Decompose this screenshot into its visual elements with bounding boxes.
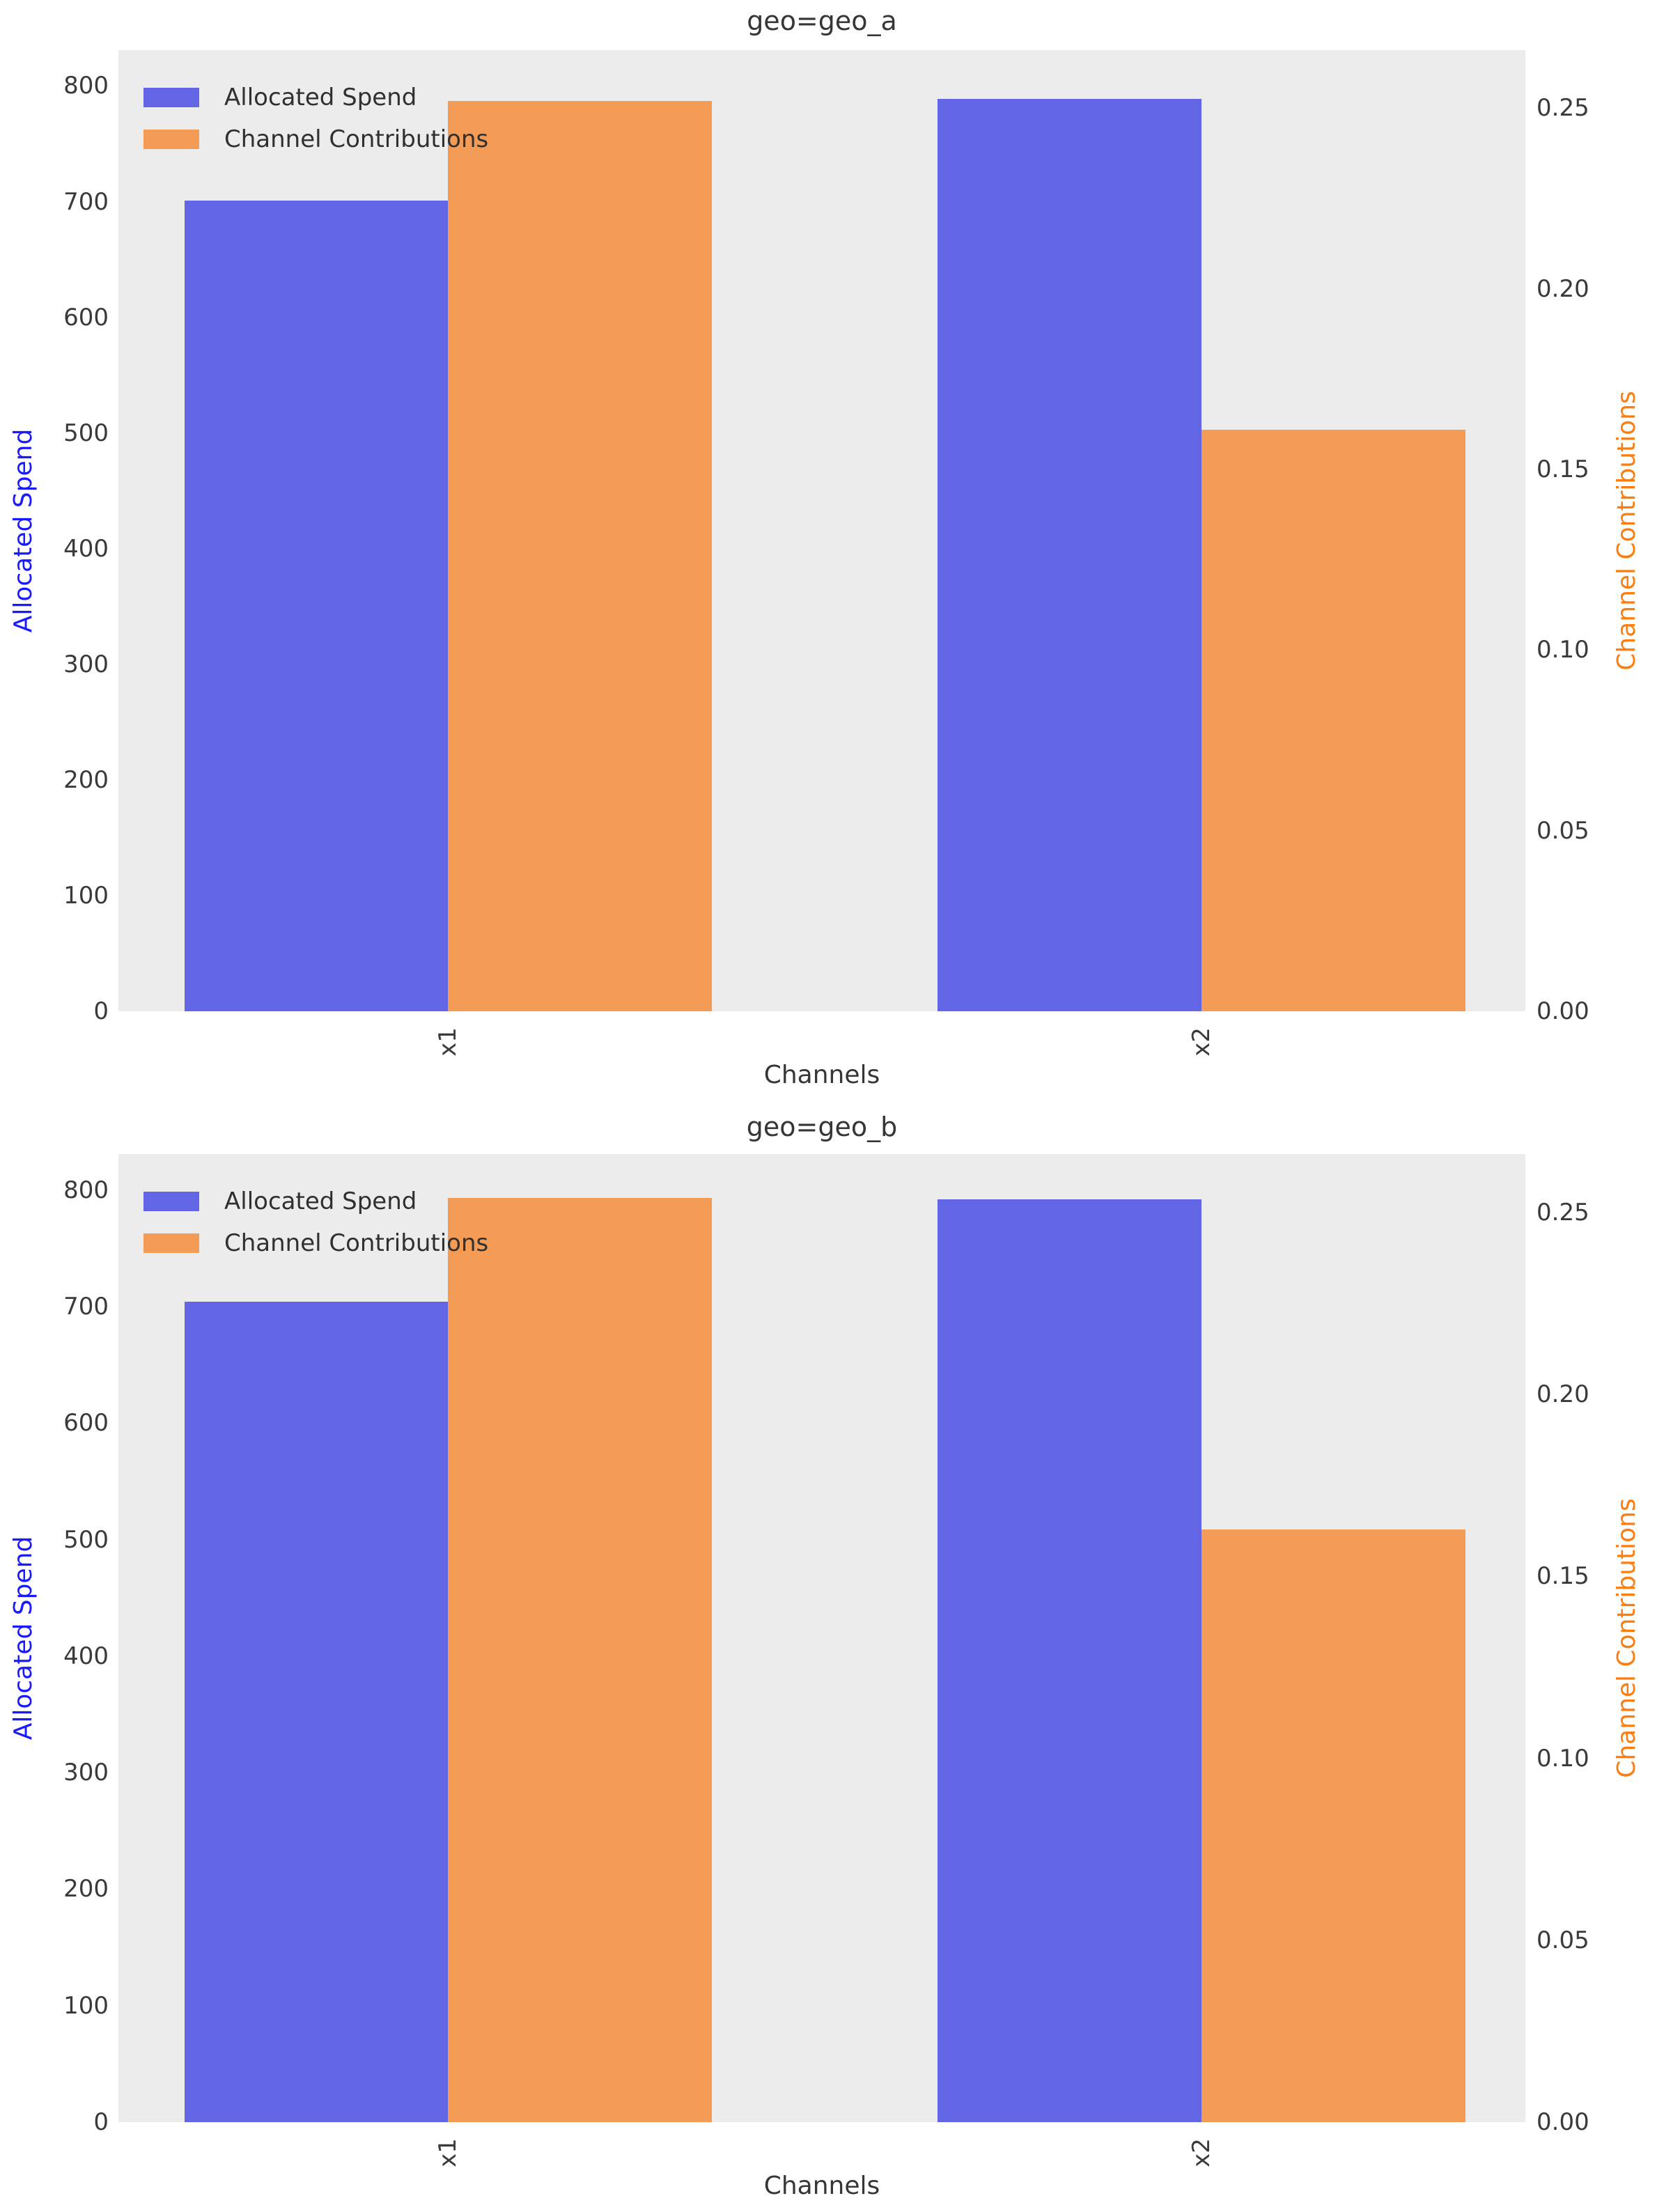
left-ytick-0: 0 — [93, 2108, 109, 2136]
legend: Allocated Spend Channel Contributions — [143, 77, 488, 160]
xtick-x1: x1 — [434, 2138, 462, 2167]
bar-allocated-spend-x2 — [938, 1199, 1201, 2122]
bar-channel-contributions-x2 — [1201, 1529, 1465, 2122]
right-ytick-0.15: 0.15 — [1537, 455, 1589, 484]
chart-title: geo=geo_b — [746, 1112, 898, 1142]
left-ytick-100: 100 — [63, 1991, 109, 2020]
left-ytick-700: 700 — [63, 187, 109, 216]
left-ytick-700: 700 — [63, 1293, 109, 1321]
right-ytick-0.05: 0.05 — [1537, 816, 1589, 845]
left-ytick-600: 600 — [63, 1409, 109, 1438]
allocated-spend-bar-swatch-icon — [143, 88, 199, 107]
right-ytick-0.15: 0.15 — [1537, 1562, 1589, 1591]
legend-label: Channel Contributions — [224, 125, 489, 153]
right-axis-label: Channel Contributions — [1612, 391, 1641, 671]
left-ytick-100: 100 — [63, 881, 109, 910]
left-ytick-0: 0 — [93, 997, 109, 1025]
right-ytick-0.20: 0.20 — [1537, 1380, 1589, 1409]
legend-label: Allocated Spend — [224, 1187, 417, 1215]
legend-item: Allocated Spend — [143, 77, 488, 118]
xtick-x2: x2 — [1187, 1027, 1215, 1057]
right-ytick-0.25: 0.25 — [1537, 94, 1589, 123]
left-ytick-500: 500 — [63, 419, 109, 447]
legend-item: Channel Contributions — [143, 118, 488, 160]
chart-title: geo=geo_a — [747, 6, 897, 36]
allocated-spend-bar-swatch-icon — [143, 1192, 199, 1211]
x-axis-label: Channels — [763, 2172, 880, 2200]
left-ytick-600: 600 — [63, 303, 109, 332]
left-ytick-200: 200 — [63, 765, 109, 794]
left-ytick-800: 800 — [63, 1176, 109, 1204]
left-ytick-200: 200 — [63, 1875, 109, 1903]
legend-label: Allocated Spend — [224, 84, 417, 111]
left-ytick-800: 800 — [63, 72, 109, 100]
left-ytick-300: 300 — [63, 1759, 109, 1787]
right-ytick-0.10: 0.10 — [1537, 1744, 1589, 1773]
bar-allocated-spend-x2 — [938, 98, 1201, 1011]
legend-label: Channel Contributions — [224, 1229, 489, 1257]
bar-channel-contributions-x1 — [448, 1198, 712, 2122]
bar-allocated-spend-x1 — [184, 1302, 449, 2122]
left-ytick-300: 300 — [63, 650, 109, 678]
legend: Allocated Spend Channel Contributions — [143, 1181, 488, 1264]
bar-channel-contributions-x1 — [448, 101, 712, 1011]
right-ytick-0.00: 0.00 — [1537, 2108, 1589, 2136]
right-ytick-0.20: 0.20 — [1537, 274, 1589, 303]
bar-allocated-spend-x1 — [184, 200, 449, 1011]
plot-area: Allocated Spend Channel Contributions — [118, 50, 1525, 1011]
plot-area: Allocated Spend Channel Contributions — [118, 1154, 1525, 2122]
x-axis-label: Channels — [763, 1061, 880, 1089]
right-ytick-0.25: 0.25 — [1537, 1199, 1589, 1227]
right-ytick-0.00: 0.00 — [1537, 997, 1589, 1025]
left-axis-label: Allocated Spend — [9, 428, 38, 633]
legend-item: Allocated Spend — [143, 1181, 488, 1222]
left-ytick-400: 400 — [63, 1642, 109, 1670]
legend-item: Channel Contributions — [143, 1222, 488, 1264]
channel-contributions-bar-swatch-icon — [143, 130, 199, 149]
right-ytick-0.10: 0.10 — [1537, 636, 1589, 664]
left-axis-label: Allocated Spend — [9, 1536, 38, 1740]
xtick-x2: x2 — [1187, 2138, 1215, 2167]
bar-channel-contributions-x2 — [1201, 430, 1465, 1011]
channel-contributions-bar-swatch-icon — [143, 1233, 199, 1253]
right-ytick-0.05: 0.05 — [1537, 1926, 1589, 1954]
left-ytick-400: 400 — [63, 534, 109, 563]
right-axis-label: Channel Contributions — [1612, 1498, 1641, 1778]
xtick-x1: x1 — [434, 1027, 462, 1057]
left-ytick-500: 500 — [63, 1525, 109, 1554]
